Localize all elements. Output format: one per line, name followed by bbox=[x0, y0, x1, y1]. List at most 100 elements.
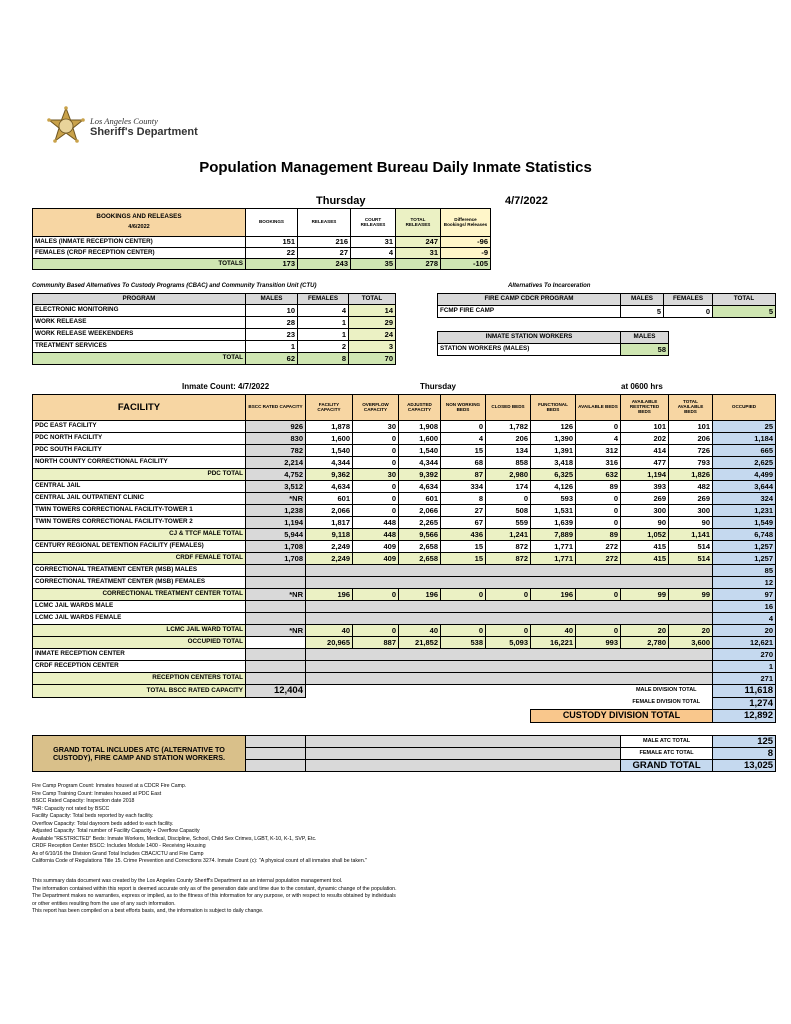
cell-value: 514 bbox=[668, 552, 713, 565]
note-line: Overflow Capacity: Total dayroom beds ad… bbox=[32, 820, 174, 827]
row-label: MALES (INMATE RECEPTION CENTER) bbox=[32, 236, 246, 248]
cell-value: 5,093 bbox=[485, 636, 531, 649]
cell-value: 477 bbox=[620, 456, 669, 469]
table-row: CRDF RECEPTION CENTER 1 bbox=[32, 660, 776, 673]
facility-name: CJ & TTCF MALE TOTAL bbox=[32, 528, 246, 541]
bscc-value: *NR bbox=[245, 588, 306, 601]
column-header: AVAILABLE BEDS bbox=[575, 394, 621, 421]
note-line: As of 6/10/16 the Division Grand Total I… bbox=[32, 850, 204, 857]
cell-value: 601 bbox=[398, 492, 441, 505]
cell-value: 4 bbox=[350, 247, 396, 259]
cell-value: 415 bbox=[620, 552, 669, 565]
table-row: GRAND TOTAL INCLUDES ATC (ALTERNATIVE TO… bbox=[32, 735, 777, 772]
cell-value: 68 bbox=[440, 456, 486, 469]
inmate-count-label: Inmate Count: 4/7/2022 bbox=[182, 382, 270, 391]
cell-value: 1 bbox=[297, 316, 349, 329]
table-row: LCMC JAIL WARDS FEMALE 4 bbox=[32, 612, 776, 625]
table-row: GRAND TOTAL 13,025 bbox=[33, 759, 777, 772]
occupied-value: 3,644 bbox=[712, 480, 776, 493]
column-header: FIRE CAMP CDCR PROGRAM bbox=[437, 293, 621, 306]
cell-value: -105 bbox=[440, 258, 491, 270]
column-header: ADJUSTED CAPACITY bbox=[398, 394, 441, 421]
column-header: BOOKINGS bbox=[245, 208, 298, 237]
table-row: OCCUPIED TOTAL 20,965 887 21,852 538 5,093 16,… bbox=[32, 636, 776, 649]
occupied-value: 4 bbox=[712, 612, 776, 625]
cell-value: 90 bbox=[668, 516, 713, 529]
table-row: CENTRAL JAIL OUTPATIENT CLINIC *NR 601 0 601… bbox=[32, 492, 776, 505]
cell-value: 0 bbox=[352, 456, 399, 469]
cell-value: 1,540 bbox=[305, 444, 353, 457]
table-row: INMATE STATION WORKERS MALES bbox=[437, 331, 669, 344]
cell-value: 872 bbox=[485, 552, 531, 565]
blank-cell bbox=[305, 660, 713, 673]
cell-value: 9,566 bbox=[398, 528, 441, 541]
blank-cell bbox=[33, 698, 621, 710]
occupied-value: 97 bbox=[712, 588, 776, 601]
disclaimer-line: The information contained within this re… bbox=[32, 885, 397, 892]
page-title: Population Management Bureau Daily Inmat… bbox=[199, 159, 592, 176]
disclaimer-line: The Department makes no warranties, expr… bbox=[32, 893, 396, 899]
cell-value: 29 bbox=[348, 316, 396, 329]
cell-value: 269 bbox=[620, 492, 669, 505]
cell-value: 0 bbox=[352, 492, 399, 505]
occupied-value: 2,625 bbox=[712, 456, 776, 469]
cell-value: 393 bbox=[620, 480, 669, 493]
cell-value: 0 bbox=[485, 624, 531, 637]
facility-name: OCCUPIED TOTAL bbox=[32, 636, 246, 649]
bscc-value: 830 bbox=[245, 432, 306, 445]
occupied-value: 270 bbox=[712, 648, 776, 661]
occupied-value: 271 bbox=[712, 672, 776, 685]
cell-value: 1,600 bbox=[398, 432, 441, 445]
cell-value: 1,639 bbox=[530, 516, 576, 529]
table-row: WORK RELEASE 28 1 29 bbox=[32, 316, 396, 329]
blank-cell bbox=[305, 576, 713, 589]
facility-name: PDC TOTAL bbox=[32, 468, 246, 481]
note-line: Fire Camp Training Count: Inmates housed… bbox=[32, 790, 162, 797]
grand-total-label: FEMALE ATC TOTAL bbox=[620, 747, 714, 760]
cell-value: 151 bbox=[245, 236, 298, 248]
cell-value: 2,780 bbox=[620, 636, 669, 649]
cell-value: 632 bbox=[575, 468, 621, 481]
row-label: TOTALS bbox=[32, 258, 246, 270]
summary-value: 1,274 bbox=[712, 697, 776, 710]
cell-value: 300 bbox=[620, 504, 669, 517]
cell-value: 2,980 bbox=[485, 468, 531, 481]
occupied-value: 20 bbox=[712, 624, 776, 637]
table-row: NORTH COUNTY CORRECTIONAL FACILITY 2,214 4… bbox=[32, 456, 776, 469]
table-row: PDC SOUTH FACILITY 782 1,540 0 1,540 15 134 1,3… bbox=[32, 444, 776, 457]
bscc-total: 12,404 bbox=[245, 684, 306, 698]
cell-value: 1,826 bbox=[668, 468, 713, 481]
cell-value: 1,241 bbox=[485, 528, 531, 541]
cell-value: 2 bbox=[297, 340, 349, 353]
table-row: FIRE CAMP CDCR PROGRAM MALES FEMALES TOTAL bbox=[437, 293, 776, 306]
cell-value: 30 bbox=[352, 468, 399, 481]
cell-value: 23 bbox=[245, 328, 298, 341]
cell-value: 334 bbox=[440, 480, 486, 493]
column-header: COURT RELEASES bbox=[350, 208, 396, 237]
disclaimer-line: or other entities resulting from the use… bbox=[32, 900, 176, 907]
summary-value: 12,892 bbox=[712, 709, 776, 723]
cell-value: 448 bbox=[352, 516, 399, 529]
note-line: Adjusted Capacity: Total number of Facil… bbox=[32, 828, 200, 834]
bscc-value: 3,512 bbox=[245, 480, 306, 493]
cell-value: 89 bbox=[575, 480, 621, 493]
cell-value: 99 bbox=[620, 588, 669, 601]
facility-name: CRDF RECEPTION CENTER bbox=[32, 660, 246, 673]
cell-value: 206 bbox=[485, 432, 531, 445]
row-label: ELECTRONIC MONITORING bbox=[32, 304, 246, 317]
note-line: Fire Camp Program Count: Inmates housed … bbox=[32, 783, 187, 789]
cell-value: 272 bbox=[575, 552, 621, 565]
row-label: STATION WORKERS (MALES) bbox=[437, 343, 621, 356]
column-header: TOTAL bbox=[712, 293, 776, 306]
cell-value: 174 bbox=[485, 480, 531, 493]
cell-value: 247 bbox=[395, 236, 441, 248]
cell-value: 9,362 bbox=[305, 468, 353, 481]
table-row: FEMALE DIVISION TOTAL 1,274 bbox=[33, 697, 776, 710]
cell-value: 6,325 bbox=[530, 468, 576, 481]
note-line: Available "RESTRICTED" Beds: Inmate Work… bbox=[32, 835, 317, 842]
cell-value: 482 bbox=[668, 480, 713, 493]
facility-name: NORTH COUNTY CORRECTIONAL FACILITY bbox=[32, 456, 246, 469]
occupied-value: 324 bbox=[712, 492, 776, 505]
table-row: PDC TOTAL 4,752 9,362 30 9,392 87 2,980 6,325 63… bbox=[32, 468, 776, 481]
blank-cell bbox=[245, 747, 306, 760]
